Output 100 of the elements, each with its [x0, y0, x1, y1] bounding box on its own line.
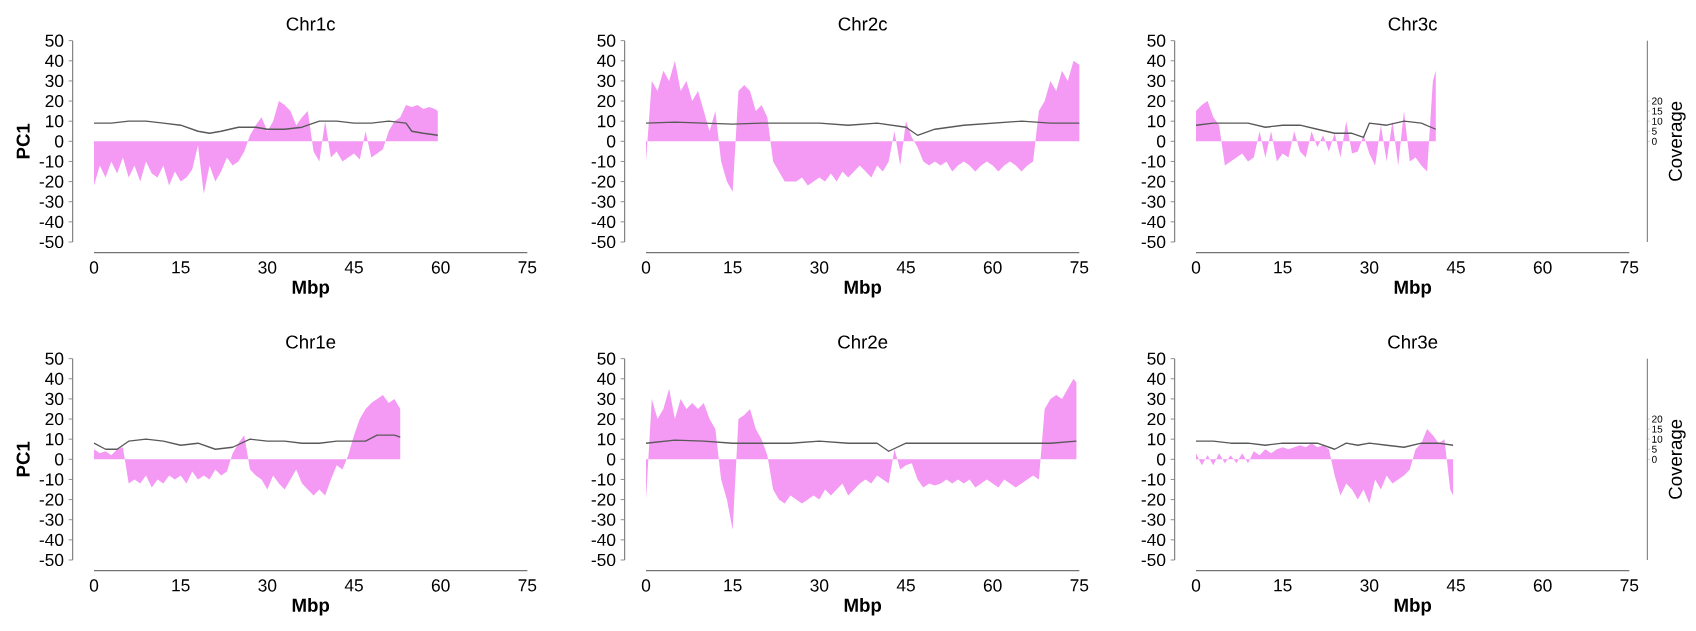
y-tick-label: 20 — [1147, 94, 1166, 108]
y-tick-label: 0 — [1156, 135, 1166, 148]
y2-tick-label: 20 — [1652, 97, 1663, 105]
y-tick-label: 30 — [45, 74, 64, 88]
y-tick-label: -20 — [39, 175, 64, 188]
y-tick-label: 10 — [1148, 433, 1166, 446]
x-tick-label: 30 — [1360, 579, 1379, 592]
y-tick-label: 10 — [46, 433, 64, 446]
x-axis-title: Mbp — [1394, 280, 1432, 298]
y-tick-label: 50 — [597, 34, 616, 47]
y-tick-label: 10 — [1148, 115, 1166, 128]
y-tick-label: 40 — [597, 54, 616, 67]
x-tick-label: 60 — [983, 261, 1002, 274]
y-tick-label: 0 — [607, 135, 616, 148]
x-tick-label: 0 — [89, 261, 99, 274]
x-tick-label: 15 — [1274, 261, 1292, 274]
x-tick-label: 75 — [518, 579, 537, 592]
y2-tick-label: 10 — [1652, 435, 1663, 443]
x-tick-label: 30 — [1360, 261, 1379, 274]
y-tick-label: -30 — [591, 513, 616, 526]
x-tick-label: 15 — [1274, 579, 1292, 592]
chart-title: Chr3c — [1388, 16, 1438, 31]
chart-title: Chr2c — [838, 16, 888, 31]
y-tick-label: 0 — [1156, 453, 1166, 466]
chart-title: Chr1e — [286, 334, 336, 349]
y-axis-title: PC1 — [16, 123, 30, 159]
y2-tick-label: 10 — [1652, 117, 1663, 125]
y-tick-label: -30 — [591, 195, 616, 208]
x-tick-label: 45 — [344, 579, 363, 592]
y-tick-label: -40 — [1141, 533, 1166, 546]
y2-tick-label: 0 — [1651, 137, 1657, 145]
y-tick-label: 10 — [598, 433, 616, 446]
x-tick-label: 45 — [344, 261, 363, 274]
y2-tick-label: 20 — [1652, 415, 1663, 423]
y-tick-label: 0 — [55, 135, 64, 148]
y-tick-label: 50 — [45, 352, 64, 365]
chart-title: Chr3e — [1388, 334, 1438, 349]
y-tick-label: 20 — [1147, 412, 1166, 426]
x-tick-label: 60 — [431, 261, 450, 274]
y-tick-label: -10 — [39, 155, 64, 168]
y-tick-label: 40 — [45, 372, 64, 385]
y-tick-label: 30 — [597, 392, 616, 406]
x-tick-label: 45 — [1446, 261, 1465, 274]
y-tick-label: -40 — [591, 533, 616, 546]
y-tick-label: -40 — [591, 215, 616, 228]
y-tick-label: -30 — [39, 513, 64, 526]
y-tick-label: -50 — [1141, 235, 1166, 249]
y2-axis-title: Coverage — [1668, 419, 1686, 499]
x-tick-label: 0 — [1191, 579, 1201, 592]
x-axis-title: Mbp — [292, 280, 330, 298]
x-tick-label: 0 — [641, 261, 651, 274]
y-tick-label: -20 — [1141, 175, 1166, 188]
y2-tick-label: 5 — [1651, 127, 1657, 135]
chart-title: Chr1c — [286, 16, 336, 31]
x-tick-label: 60 — [431, 579, 450, 592]
x-tick-label: 45 — [1446, 579, 1465, 592]
y-tick-label: 50 — [1147, 352, 1166, 365]
x-tick-label: 15 — [724, 261, 742, 274]
y-tick-label: 50 — [45, 34, 64, 47]
y-axis-title: PC1 — [16, 441, 30, 477]
x-tick-label: 30 — [258, 579, 277, 592]
chart-title: Chr2e — [838, 334, 888, 349]
y-tick-label: 20 — [45, 94, 64, 108]
y-tick-label: -20 — [591, 493, 616, 506]
y-tick-label: -20 — [1141, 493, 1166, 506]
x-tick-label: 30 — [810, 579, 829, 592]
y-tick-label: 50 — [1147, 34, 1166, 47]
y-tick-label: 0 — [55, 453, 64, 466]
y2-tick-label: 5 — [1651, 445, 1657, 453]
y2-tick-label: 15 — [1652, 425, 1663, 433]
x-tick-label: 15 — [724, 579, 742, 592]
x-tick-label: 30 — [810, 261, 829, 274]
y-tick-label: 40 — [1147, 54, 1166, 67]
y-tick-label: 10 — [598, 115, 616, 128]
y-tick-label: 30 — [45, 392, 64, 406]
y-tick-label: -50 — [591, 553, 616, 567]
x-tick-label: 75 — [1620, 579, 1639, 592]
x-tick-label: 45 — [896, 579, 915, 592]
y-tick-label: -10 — [1141, 155, 1166, 168]
y-tick-label: 40 — [1147, 372, 1166, 385]
x-axis-title: Mbp — [844, 280, 882, 298]
y-tick-label: 10 — [46, 115, 64, 128]
y-tick-label: -10 — [39, 473, 64, 486]
y-tick-label: -20 — [591, 175, 616, 188]
y-tick-label: 30 — [597, 74, 616, 88]
y-tick-label: 40 — [597, 372, 616, 385]
x-axis-title: Mbp — [292, 598, 330, 616]
y-tick-label: -50 — [591, 235, 616, 249]
x-tick-label: 60 — [983, 579, 1002, 592]
y-tick-label: -50 — [39, 235, 64, 249]
y2-tick-label: 15 — [1652, 107, 1663, 115]
x-axis-title: Mbp — [844, 598, 882, 616]
y-tick-label: 50 — [597, 352, 616, 365]
x-tick-label: 60 — [1533, 261, 1552, 274]
y-tick-label: 20 — [597, 412, 616, 426]
y-tick-label: -50 — [39, 553, 64, 567]
y-tick-label: -40 — [1141, 215, 1166, 228]
x-tick-label: 0 — [1191, 261, 1201, 274]
y-tick-label: -40 — [39, 215, 64, 228]
x-tick-label: 75 — [518, 261, 537, 274]
